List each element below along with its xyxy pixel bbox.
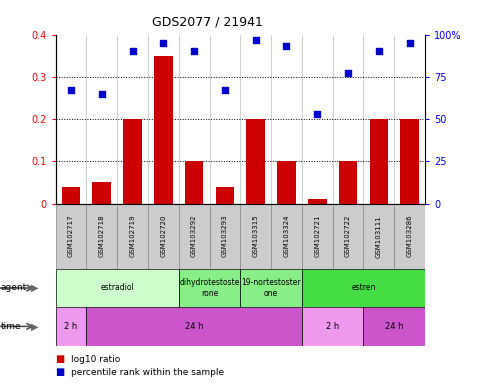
Text: 24 h: 24 h [185,322,203,331]
Text: log10 ratio: log10 ratio [71,354,120,364]
Text: GSM103292: GSM103292 [191,215,197,257]
Bar [179,204,210,269]
Text: GSM103111: GSM103111 [376,215,382,258]
Text: 19-nortestoster
one: 19-nortestoster one [242,278,301,298]
Text: estren: estren [351,283,376,293]
Bar [86,204,117,269]
Text: ■: ■ [56,367,65,377]
Bar [308,199,327,204]
Point [67,87,75,93]
Bar [154,56,172,204]
Text: GSM103324: GSM103324 [284,215,289,257]
Bar [210,204,240,269]
Text: 24 h: 24 h [385,322,403,331]
Text: ▶: ▶ [31,321,39,331]
Text: estradiol: estradiol [100,283,134,293]
Bar [400,119,419,204]
Bar [62,187,80,204]
Point [190,48,198,55]
Bar [302,269,425,307]
Bar [240,204,271,269]
Bar [246,119,265,204]
Text: GSM102720: GSM102720 [160,215,166,257]
Bar [241,269,302,307]
Bar [148,204,179,269]
Text: agent: agent [1,283,27,293]
Text: time: time [1,322,22,331]
Bar [117,204,148,269]
Point [98,91,106,97]
Text: 2 h: 2 h [64,322,78,331]
Text: ■: ■ [56,354,65,364]
Bar [56,269,179,307]
Point [283,43,290,50]
Bar [302,204,333,269]
Bar [123,119,142,204]
Bar [271,204,302,269]
Bar [364,307,425,346]
Point [221,87,229,93]
Text: GSM102721: GSM102721 [314,215,320,257]
Bar [302,307,364,346]
Point [128,48,136,55]
Text: GSM102718: GSM102718 [99,215,105,258]
Text: GSM103286: GSM103286 [407,215,412,258]
Text: 2 h: 2 h [326,322,339,331]
Point [344,70,352,76]
Text: GSM102722: GSM102722 [345,215,351,257]
Bar [277,161,296,204]
Bar [333,204,364,269]
Point [252,36,259,43]
Bar [179,269,240,307]
Bar [364,204,394,269]
Point [159,40,167,46]
Bar [56,307,86,346]
Bar [215,187,234,204]
Bar [86,307,302,346]
Text: percentile rank within the sample: percentile rank within the sample [71,368,224,377]
Point [375,48,383,55]
Bar [339,161,357,204]
Text: GSM102717: GSM102717 [68,215,74,258]
Bar [185,161,203,204]
Text: GSM103315: GSM103315 [253,215,259,258]
Bar [369,119,388,204]
Point [313,111,321,117]
Text: GSM102719: GSM102719 [129,215,136,258]
Text: dihydrotestoste
rone: dihydrotestoste rone [179,278,240,298]
Text: GDS2077 / 21941: GDS2077 / 21941 [152,15,263,28]
Text: GSM103293: GSM103293 [222,215,228,258]
Bar [92,182,111,204]
Point [406,40,413,46]
Text: ▶: ▶ [31,283,39,293]
Bar [394,204,425,269]
Bar [56,204,86,269]
